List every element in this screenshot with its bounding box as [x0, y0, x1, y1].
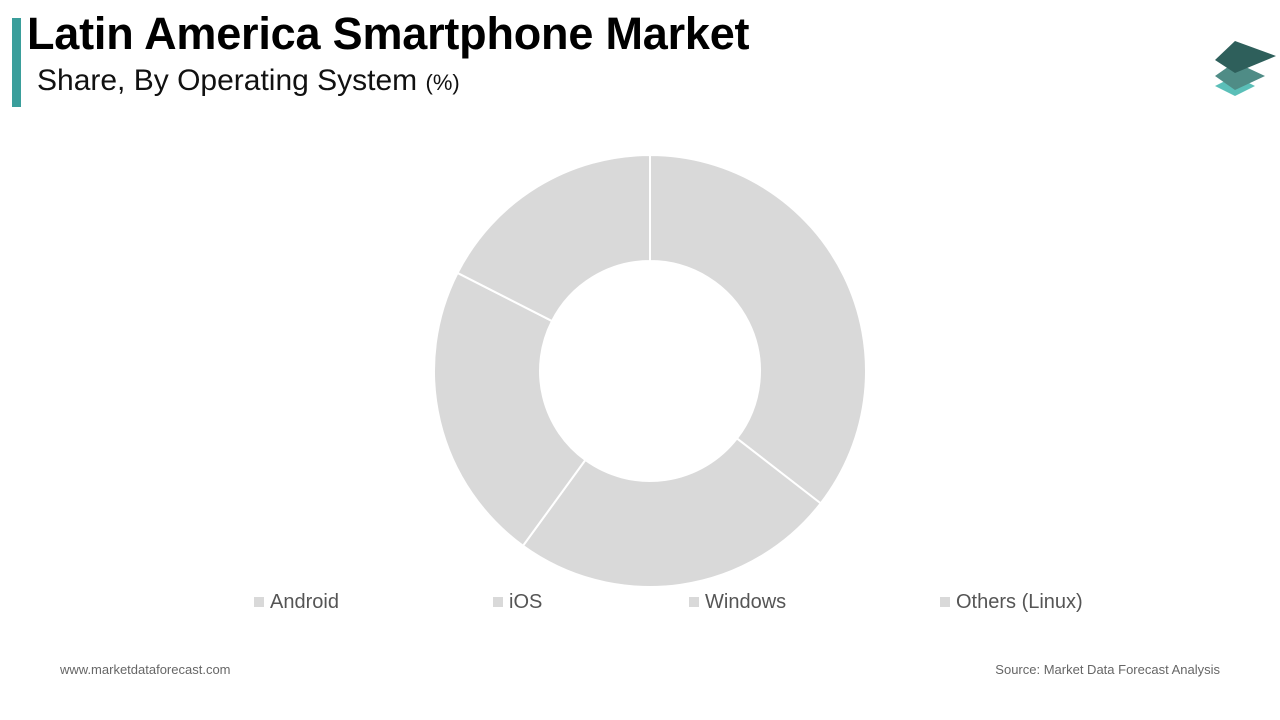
subtitle-unit: (%) — [425, 70, 460, 95]
logo-layer-top — [1215, 41, 1276, 73]
legend-item-ios: iOS — [493, 589, 542, 615]
donut-slice-ios — [521, 437, 823, 588]
donut-slices — [433, 153, 867, 588]
donut-slice-android — [649, 153, 867, 505]
stacked-layers-logo-icon — [1215, 41, 1276, 96]
legend-swatch — [689, 597, 699, 607]
legend-label: Windows — [705, 590, 787, 613]
subtitle-text: Share, By Operating System — [37, 64, 418, 97]
donut-slice-windows — [433, 271, 587, 548]
chart-legend: Android iOS Windows Others (Linux) — [0, 589, 1280, 615]
legend-swatch — [493, 597, 503, 607]
legend-swatch — [254, 597, 264, 607]
legend-item-android: Android — [254, 589, 339, 615]
title-accent-bar — [12, 18, 21, 107]
legend-label: iOS — [509, 590, 543, 613]
legend-label: Others (Linux) — [956, 590, 1083, 613]
legend-label: Android — [270, 590, 339, 613]
legend-item-windows: Windows — [689, 589, 786, 615]
donut-slice-others-linux — [456, 153, 651, 323]
legend-item-others-linux: Others (Linux) — [940, 589, 1083, 615]
page-subtitle: Share, By Operating System (%) — [37, 64, 460, 98]
legend-swatch — [940, 597, 950, 607]
footer-website: www.marketdataforecast.com — [60, 662, 231, 677]
logo-layer-middle — [1215, 62, 1265, 90]
footer-source: Source: Market Data Forecast Analysis — [995, 662, 1220, 677]
page-title: Latin America Smartphone Market — [27, 8, 750, 59]
